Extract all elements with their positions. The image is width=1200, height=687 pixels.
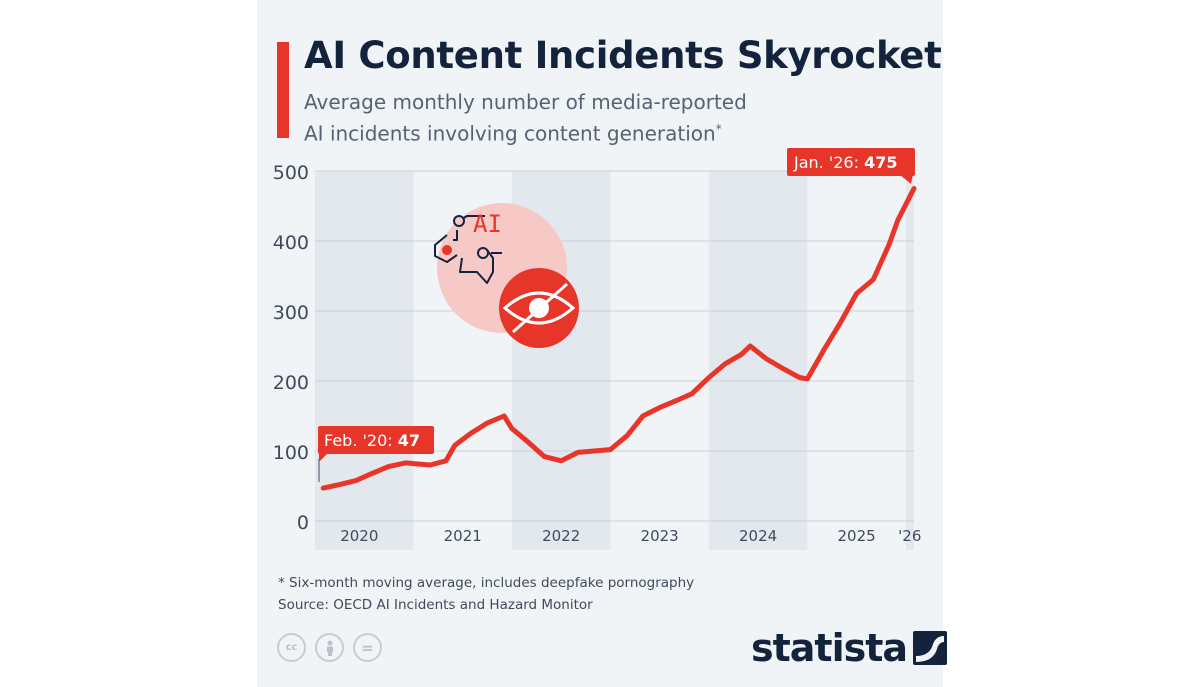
chart-title: AI Content Incidents Skyrocket: [304, 34, 942, 77]
y-tick-label-0: 0: [297, 512, 309, 534]
license-icons: cc =: [277, 633, 382, 662]
annotation-end-pointer: [899, 174, 913, 184]
annotation-start-pointer: [319, 452, 329, 462]
subtitle-footnote-mark: *: [715, 122, 722, 136]
x-tick-label-2: 2022: [542, 527, 580, 545]
year-bands: [315, 171, 914, 550]
annotation-start-label: Feb. '20: 47: [324, 431, 420, 450]
footnote-block: * Six-month moving average, includes dee…: [278, 572, 694, 616]
cc-icon-label: cc: [285, 642, 298, 653]
statista-logo[interactable]: statista: [751, 626, 948, 670]
year-band-2: [708, 171, 808, 550]
x-tick-label-3: 2023: [641, 527, 679, 545]
annotation-end: Jan. '26: 475: [787, 148, 915, 184]
x-tick-label-0: 2020: [340, 527, 378, 545]
source-text: Source: OECD AI Incidents and Hazard Mon…: [278, 597, 593, 613]
annotation-start-value: 47: [398, 431, 420, 450]
subtitle-line-2-text: AI incidents involving content generatio…: [304, 121, 716, 146]
footnote-text: * Six-month moving average, includes dee…: [278, 575, 695, 591]
annotation-start-box: [318, 426, 434, 454]
y-tick-label-100: 100: [273, 442, 309, 464]
y-axis: 0 100 200 300 400 500: [273, 162, 309, 534]
subtitle-line-2: AI incidents involving content generatio…: [304, 116, 747, 148]
chart-card: AI Content Incidents Skyrocket Average m…: [257, 0, 948, 687]
ai-illustration: AI: [434, 203, 579, 348]
year-band-0: [315, 171, 414, 550]
title-accent-bar: [277, 42, 289, 138]
annotation-start-prefix: Feb. '20:: [324, 431, 398, 450]
brain-circuit-icon: [434, 215, 502, 284]
x-axis: 2020 2021 2022 2023 2024 2025 '26: [340, 527, 921, 545]
series-line-0: [320, 186, 917, 491]
chart-subtitle: Average monthly number of media-reported…: [304, 89, 747, 148]
year-band-3: [905, 171, 914, 550]
y-tick-label-500: 500: [273, 162, 309, 184]
y-tick-label-200: 200: [273, 372, 309, 394]
ai-label: AI: [473, 210, 502, 238]
no-derivatives-icon[interactable]: =: [353, 633, 382, 662]
subtitle-line-1: Average monthly number of media-reported: [304, 90, 747, 114]
x-tick-label-6: '26: [898, 527, 921, 545]
statista-logo-mark-icon: [913, 631, 948, 665]
hidden-eye-icon: [502, 282, 576, 334]
annotation-end-prefix: Jan. '26:: [793, 153, 864, 172]
attribution-icon[interactable]: [315, 633, 344, 662]
y-tick-label-400: 400: [273, 232, 309, 254]
x-tick-label-5: 2025: [837, 527, 875, 545]
x-tick-label-1: 2021: [444, 527, 482, 545]
no-derivatives-symbol: =: [361, 638, 374, 657]
y-tick-label-300: 300: [273, 302, 309, 324]
annotation-end-value: 475: [864, 153, 897, 172]
creative-commons-icon[interactable]: cc: [277, 633, 306, 662]
line-series: [320, 186, 917, 491]
annotation-end-label: Jan. '26: 475: [793, 153, 897, 172]
x-tick-label-4: 2024: [739, 527, 777, 545]
annotation-end-box: [787, 148, 915, 176]
person-icon: [326, 640, 333, 656]
annotation-start: Feb. '20: 47: [318, 426, 434, 482]
statista-logo-text: statista: [751, 626, 908, 670]
circuit-node-icon: [442, 245, 452, 255]
